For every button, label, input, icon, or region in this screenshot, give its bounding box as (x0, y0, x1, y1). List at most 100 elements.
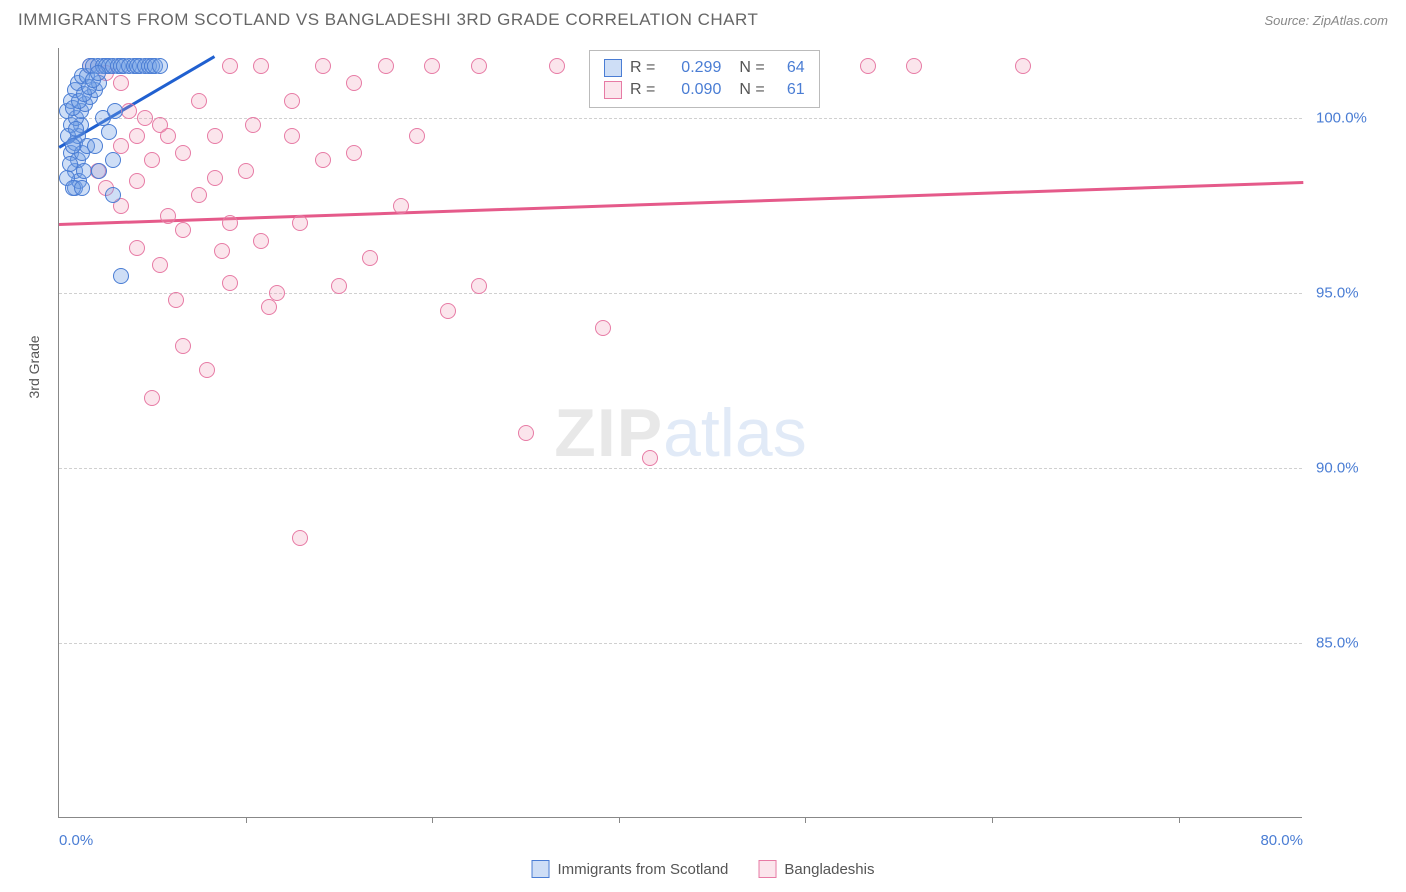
data-point (253, 58, 269, 74)
legend-item-2: Bangladeshis (758, 860, 874, 878)
source-label: Source: ZipAtlas.com (1264, 13, 1388, 28)
gridline (59, 118, 1302, 119)
data-point (292, 530, 308, 546)
data-point (144, 390, 160, 406)
xtick (619, 817, 620, 823)
data-point (595, 320, 611, 336)
data-point (261, 299, 277, 315)
data-point (152, 117, 168, 133)
chart-plot-area: ZIPatlas R = 0.299 N = 64 R = 0.090 N = … (58, 48, 1302, 818)
data-point (175, 222, 191, 238)
data-point (315, 152, 331, 168)
ytick-label: 100.0% (1316, 110, 1386, 127)
data-point (518, 425, 534, 441)
y-axis-label: 3rd Grade (26, 335, 42, 398)
gridline (59, 643, 1302, 644)
data-point (129, 240, 145, 256)
chart-title: IMMIGRANTS FROM SCOTLAND VS BANGLADESHI … (18, 10, 758, 30)
data-point (549, 58, 565, 74)
r-value-1: 0.299 (663, 59, 721, 77)
data-point (222, 275, 238, 291)
data-point (362, 250, 378, 266)
data-point (1015, 58, 1031, 74)
data-point (76, 163, 92, 179)
xtick (992, 817, 993, 823)
ytick-label: 85.0% (1316, 635, 1386, 652)
data-point (87, 138, 103, 154)
data-point (152, 58, 168, 74)
swatch-pink-icon (604, 81, 622, 99)
bottom-legend: Immigrants from Scotland Bangladeshis (532, 860, 875, 878)
data-point (74, 180, 90, 196)
data-point (105, 187, 121, 203)
data-point (129, 128, 145, 144)
n-label-1: N = (739, 59, 764, 77)
gridline (59, 468, 1302, 469)
data-point (105, 152, 121, 168)
legend-item-1: Immigrants from Scotland (532, 860, 729, 878)
data-point (292, 215, 308, 231)
data-point (346, 75, 362, 91)
data-point (860, 58, 876, 74)
data-point (424, 58, 440, 74)
swatch-blue-icon (604, 59, 622, 77)
data-point (906, 58, 922, 74)
watermark: ZIPatlas (554, 394, 806, 472)
data-point (68, 121, 84, 137)
xtick (432, 817, 433, 823)
data-point (121, 103, 137, 119)
data-point (409, 128, 425, 144)
xtick (1179, 817, 1180, 823)
data-point (199, 362, 215, 378)
data-point (90, 65, 106, 81)
n-label-2: N = (739, 81, 764, 99)
xtick-label: 0.0% (59, 832, 93, 849)
r-label-2: R = (630, 81, 655, 99)
legend-label-1: Immigrants from Scotland (558, 861, 729, 878)
r-label-1: R = (630, 59, 655, 77)
data-point (113, 268, 129, 284)
data-point (315, 58, 331, 74)
stats-legend: R = 0.299 N = 64 R = 0.090 N = 61 (589, 50, 820, 108)
watermark-atlas: atlas (663, 395, 807, 471)
data-point (191, 93, 207, 109)
data-point (253, 233, 269, 249)
data-point (393, 198, 409, 214)
r-value-2: 0.090 (663, 81, 721, 99)
data-point (222, 215, 238, 231)
data-point (222, 58, 238, 74)
n-value-1: 64 (773, 59, 805, 77)
data-point (101, 124, 117, 140)
ytick-label: 95.0% (1316, 285, 1386, 302)
data-point (175, 338, 191, 354)
data-point (152, 257, 168, 273)
legend-swatch-blue-icon (532, 860, 550, 878)
data-point (284, 128, 300, 144)
data-point (137, 110, 153, 126)
legend-swatch-pink-icon (758, 860, 776, 878)
data-point (144, 152, 160, 168)
data-point (346, 145, 362, 161)
gridline (59, 293, 1302, 294)
ytick-label: 90.0% (1316, 460, 1386, 477)
data-point (191, 187, 207, 203)
data-point (62, 156, 78, 172)
data-point (238, 163, 254, 179)
data-point (207, 170, 223, 186)
legend-label-2: Bangladeshis (784, 861, 874, 878)
data-point (91, 163, 107, 179)
data-point (175, 145, 191, 161)
data-point (65, 138, 81, 154)
n-value-2: 61 (773, 81, 805, 99)
data-point (160, 208, 176, 224)
data-point (113, 75, 129, 91)
data-point (378, 58, 394, 74)
trend-line (59, 181, 1303, 225)
data-point (107, 103, 123, 119)
data-point (245, 117, 261, 133)
xtick (246, 817, 247, 823)
data-point (214, 243, 230, 259)
data-point (331, 278, 347, 294)
data-point (471, 278, 487, 294)
data-point (284, 93, 300, 109)
